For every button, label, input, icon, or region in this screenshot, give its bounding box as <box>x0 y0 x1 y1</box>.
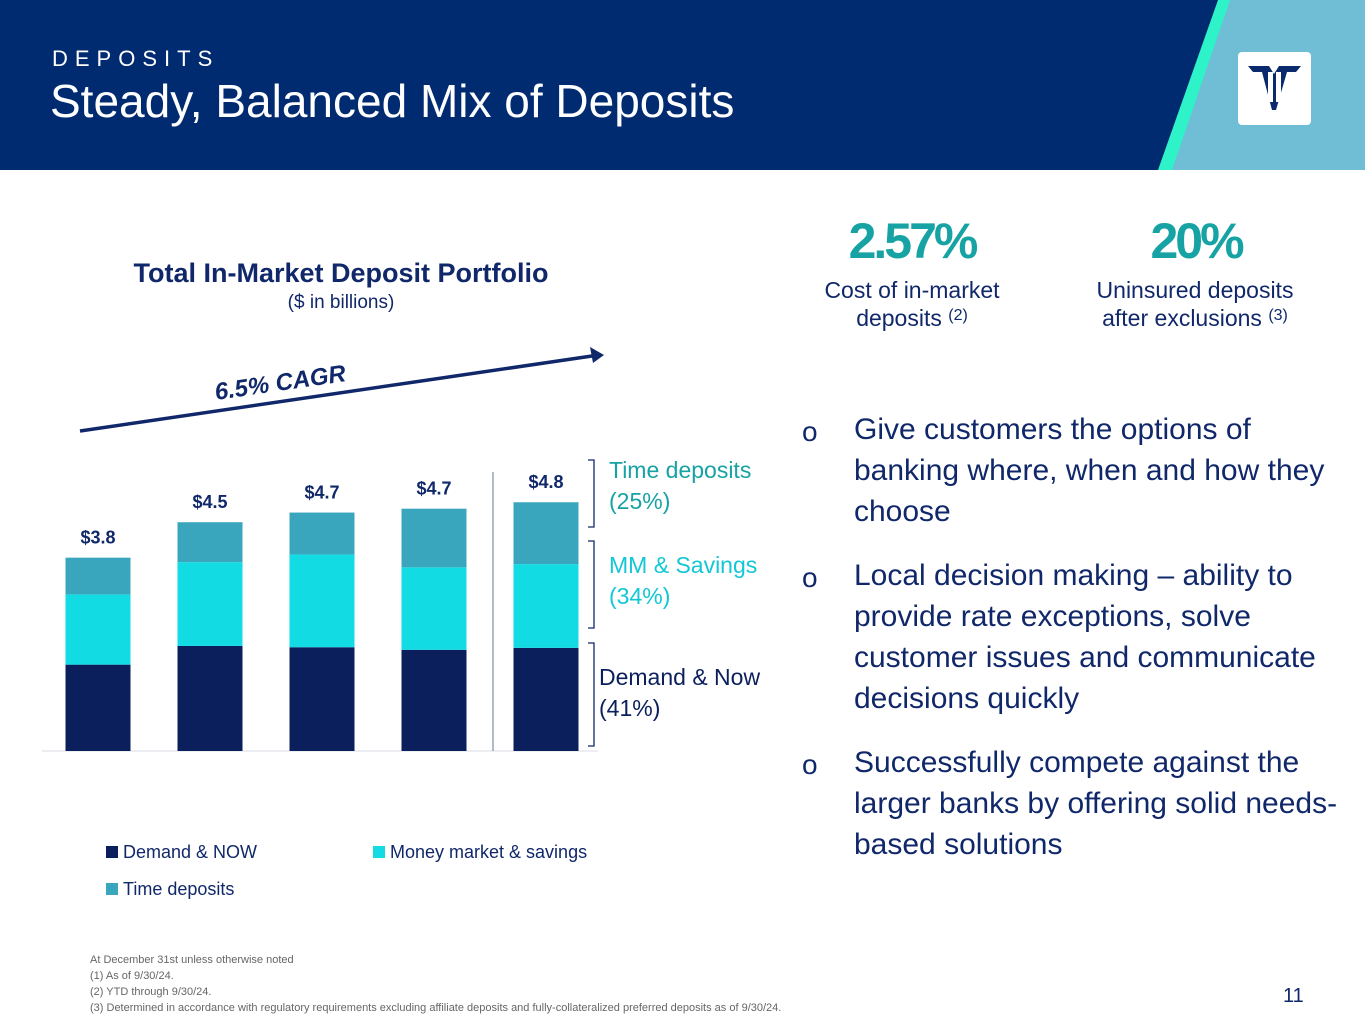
header-background <box>0 0 1365 170</box>
footnote-line: (3) Determined in accordance with regula… <box>90 1002 782 1014</box>
bar-segment <box>177 562 243 646</box>
bar-total-label: $4.7 <box>416 479 451 499</box>
bullet-marker: o <box>802 749 818 780</box>
bar-segment <box>289 647 355 751</box>
chart-title: Total In-Market Deposit Portfolio <box>133 258 549 288</box>
bar-segment <box>65 664 131 751</box>
bullet-marker: o <box>802 416 818 447</box>
kpi-cost-label: Cost of in-market deposits (2) <box>790 278 1034 331</box>
header-navy-band <box>0 0 1365 170</box>
bullet-text: Local decision making – ability to provi… <box>854 559 1316 715</box>
bullet-item: o Give customers the options of banking w… <box>800 409 1345 532</box>
bullet-marker: o <box>802 562 818 593</box>
bullet-text: Successfully compete against the larger … <box>854 746 1338 861</box>
bar-segment <box>513 647 579 751</box>
legend-swatch-time <box>106 883 118 895</box>
bar-segment <box>401 508 467 568</box>
bar-segment <box>177 645 243 751</box>
chart-subtitle: ($ in billions) <box>287 292 395 313</box>
bullet-item: o Local decision making – ability to prov… <box>800 555 1345 719</box>
kpi-cost-value: 2.57% <box>848 213 979 269</box>
legend-label-demand: Demand & NOW <box>123 842 258 862</box>
legend-label-money-market: Money market & savings <box>390 842 588 862</box>
footnote-line: (2) YTD through 9/30/24. <box>90 986 212 998</box>
legend-swatch-demand <box>106 846 118 858</box>
company-logo <box>1238 52 1311 125</box>
legend-label-time: Time deposits <box>123 879 235 899</box>
mm-savings-bracket <box>588 540 595 629</box>
bar-segment <box>177 522 243 563</box>
legend-demand-now: Demand & NOW <box>106 842 257 863</box>
bar-total-label: $4.7 <box>304 483 339 503</box>
time-deposits-label-pct: (25%) <box>609 488 671 514</box>
bar-segment <box>289 554 355 648</box>
mm-savings-label-name: MM & Savings <box>609 552 758 578</box>
bar-segment <box>513 564 579 648</box>
time-deposits-label: Time deposits (25%) <box>609 455 751 517</box>
mm-savings-label: MM & Savings (34%) <box>609 550 757 612</box>
time-deposits-bracket <box>588 459 595 528</box>
bar-total-label: $4.5 <box>192 492 227 512</box>
bar-segment <box>65 594 131 665</box>
page-number: 11 <box>1283 985 1304 1007</box>
kpi-cost-footnote: (2) <box>948 307 968 324</box>
demand-now-label-pct: (41%) <box>599 695 661 721</box>
header-banner: DEPOSITS Steady, Balanced Mix of Deposit… <box>0 0 1365 170</box>
bullet-item: o Successfully compete against the larger… <box>800 742 1345 865</box>
bar-segment <box>401 649 467 751</box>
mm-savings-label-pct: (34%) <box>609 583 671 609</box>
bar-segment <box>289 512 355 555</box>
kpi-uninsured-value: 20% <box>1150 213 1244 269</box>
footnotes: At December 31st unless otherwise noted … <box>90 952 781 1016</box>
footnote-line: At December 31st unless otherwise noted <box>90 954 294 966</box>
kpi-cost-label-line1: Cost of in-market <box>824 277 1000 303</box>
legend-money-market: Money market & savings <box>373 842 587 863</box>
footnote-line: (1) As of 9/30/24. <box>90 970 174 982</box>
bar-total-label: $4.8 <box>528 472 563 492</box>
kpi-uninsured-label-line2-text: after exclusions <box>1102 305 1262 331</box>
legend-time-deposits: Time deposits <box>106 879 234 900</box>
demand-now-label: Demand & Now (41%) <box>599 662 760 724</box>
kpi-cost-label-line2-text: deposits <box>856 305 942 331</box>
time-deposits-label-name: Time deposits <box>609 457 752 483</box>
bullet-text: Give customers the options of banking wh… <box>854 413 1325 528</box>
kpi-uninsured-label-line1: Uninsured deposits <box>1096 277 1294 303</box>
logo-mark-icon <box>1248 66 1301 110</box>
bar-segment <box>513 502 579 565</box>
cagr-label: 6.5% CAGR <box>213 360 348 406</box>
legend-swatch-money-market <box>373 846 385 858</box>
kpi-uninsured-label: Uninsured deposits after exclusions (3) <box>1070 278 1320 331</box>
bar-segment <box>65 557 131 595</box>
kpi-cost-label-line2: deposits (2) <box>790 303 1034 331</box>
demand-now-label-name: Demand & Now <box>599 664 761 690</box>
deposit-portfolio-chart: $3.82020$4.52021$4.72022$4.72023$4.89/30… <box>42 347 604 752</box>
bar-total-label: $3.8 <box>80 528 115 548</box>
cagr-arrow-head-icon <box>590 347 604 363</box>
kpi-uninsured-footnote: (3) <box>1268 307 1288 324</box>
bullet-list: o Give customers the options of banking w… <box>800 409 1345 888</box>
bar-segment <box>401 567 467 650</box>
kpi-uninsured-label-line2: after exclusions (3) <box>1070 303 1320 331</box>
page-title: Steady, Balanced Mix of Deposits <box>50 75 735 127</box>
section-eyebrow: DEPOSITS <box>52 46 220 71</box>
cagr-arrow-line <box>79 354 593 433</box>
demand-now-bracket <box>588 642 595 747</box>
